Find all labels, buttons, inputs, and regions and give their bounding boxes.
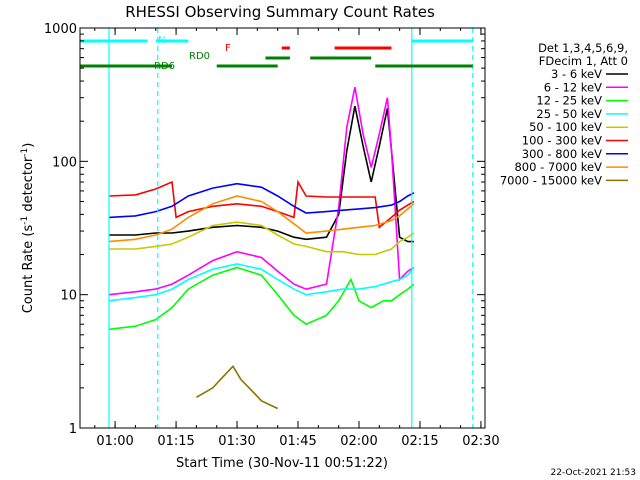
x-axis-label: Start Time (30-Nov-11 00:51:22) [176,456,388,471]
chart-title: RHESSI Observing Summary Count Rates [125,3,435,21]
x-tick-label-02-15: 02:15 [401,434,438,449]
y-tick-label-1: 1 [69,422,77,437]
x-tick-label-02-30: 02:30 [462,434,499,449]
series-line-100-300-kev [108,179,415,229]
legend-label-100-300-kev: 100 - 300 keV [522,134,602,148]
y-axis-label-prefix: Count Rate (s [21,225,36,314]
legend: Det 1,3,4,5,6,9, FDecim 1, Att 0 3 - 6 k… [500,41,628,187]
plot-frame [79,27,486,429]
legend-header-line2: FDecim 1, Att 0 [539,54,628,68]
legend-label-12-25-kev: 12 - 25 keV [536,94,602,108]
y-axis-label-mid: detector [21,156,36,216]
legend-label-25-50-kev: 25 - 50 keV [536,107,602,121]
flag-label-n: N [158,35,165,46]
x-tick-label-02-00: 02:00 [340,434,377,449]
x-tick-label-01-30: 01:30 [218,434,255,449]
series-line-300-800-kev [108,182,415,219]
legend-label-3-6-kev: 3 - 6 keV [551,67,602,81]
legend-label-800-7000-kev: 800 - 7000 keV [514,160,602,174]
y-tick-label-1000: 1000 [44,22,77,37]
flag-label-f: F [225,43,231,54]
y-axis-label-suffix: ) [21,143,36,148]
generation-timestamp: 22-Oct-2021 21:53 [551,468,636,478]
series-line-6-12-kev [108,87,415,296]
x-tick-label-01-00: 01:00 [96,434,133,449]
x-tick-label-01-45: 01:45 [279,434,316,449]
y-axis-label: Count Rate (s-1 detector-1) [20,143,36,314]
series-line-25-50-kev [108,263,415,302]
legend-label-6-12-kev: 6 - 12 keV [544,80,602,94]
series-line-12-25-kev [108,266,415,331]
legend-label-7000-15000-kev: 7000 - 15000 keV [500,173,602,187]
legend-header-line1: Det 1,3,4,5,6,9, [538,41,628,55]
y-tick-label-100: 100 [52,155,77,170]
series-line-3-6-kev [109,105,414,243]
series-line-50-100-kev [109,221,415,256]
flag-label-rd0: RD0 [189,51,210,62]
series-line-7000-15000-kev [196,364,279,410]
x-tick-label-01-15: 01:15 [157,434,194,449]
y-axis-label-sup2: -1 [20,148,30,157]
legend-label-50-100-kev: 50 - 100 keV [529,120,602,134]
y-tick-label-10: 10 [60,289,77,304]
flag-label-rd6: RD6 [154,61,175,72]
legend-label-300-800-kev: 300 - 800 keV [522,147,602,161]
series-line-800-7000-kev [108,195,415,243]
y-axis-label-sup1: -1 [20,216,30,225]
